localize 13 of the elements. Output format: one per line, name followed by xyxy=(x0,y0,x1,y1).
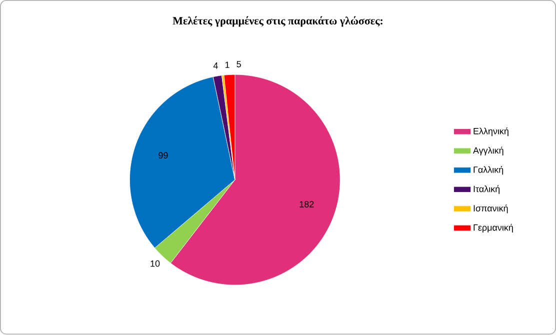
data-label: 4 xyxy=(213,62,218,69)
legend-label: Ιταλική xyxy=(474,186,500,194)
data-label: 99 xyxy=(158,152,168,159)
data-label: 182 xyxy=(300,201,314,208)
data-label: 5 xyxy=(236,61,241,68)
legend-label: Αγγλική xyxy=(473,146,504,156)
legend-label: Ισπανική xyxy=(474,204,508,214)
chart-title: Μελέτες γραμμένες στις παρακάτω γλώσσες: xyxy=(172,16,382,27)
legend-label: Γαλλική xyxy=(474,166,504,175)
data-label: 1 xyxy=(225,62,230,68)
legend-label: Γερμανική xyxy=(474,224,513,233)
legend-label: Ελληνική xyxy=(474,128,508,136)
data-label: 10 xyxy=(150,260,160,267)
